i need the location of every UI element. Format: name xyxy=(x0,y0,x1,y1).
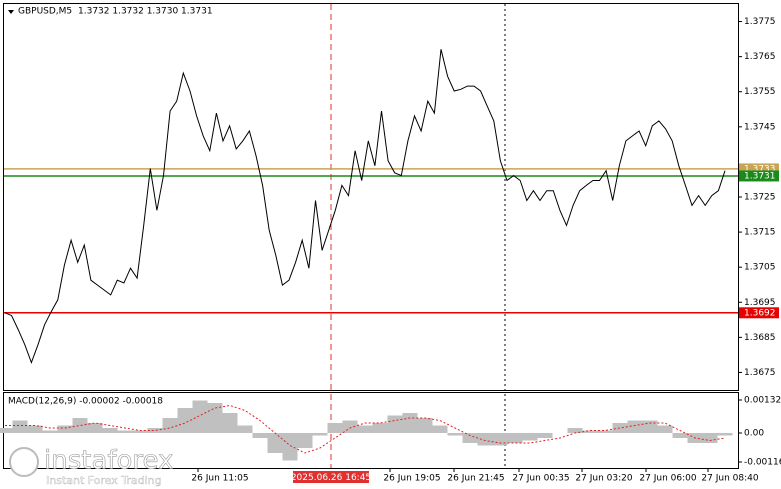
chart-title: GBPUSD,M5 xyxy=(18,7,72,17)
macd-bar xyxy=(102,428,118,433)
level-tag xyxy=(739,307,779,319)
macd-bar xyxy=(372,423,388,433)
macd-title: MACD(12,26,9) -0.00002 -0.00018 xyxy=(8,397,163,407)
y-tick-label: 0.00132 xyxy=(744,396,781,406)
ohlc-label: 1.3732 1.3732 1.3730 1.3731 xyxy=(78,7,213,17)
macd-bar xyxy=(672,433,688,438)
macd-bar xyxy=(417,418,433,433)
x-tick-label: 26 Jun 21:45 xyxy=(447,474,504,484)
macd-bar xyxy=(357,425,373,433)
macd-bar xyxy=(162,418,178,433)
macd-bar xyxy=(267,433,283,453)
y-tick-label: 1.3695 xyxy=(744,298,776,308)
macd-bar xyxy=(702,433,718,443)
macd-bar xyxy=(207,403,223,433)
macd-bar xyxy=(507,433,523,443)
macd-bar xyxy=(192,400,208,433)
watermark: instaforex Instant Forex Trading xyxy=(9,445,174,487)
macd-bar xyxy=(582,430,598,433)
macd-bar xyxy=(42,430,58,433)
watermark-tagline: Instant Forex Trading xyxy=(46,474,162,487)
y-tick-label: 1.3705 xyxy=(744,263,776,273)
macd-bar xyxy=(117,430,133,433)
macd-bar xyxy=(312,433,328,436)
macd-bar xyxy=(612,423,628,433)
y-tick-label: 1.3685 xyxy=(744,333,776,343)
crosshair-label: 2025.06.26 16:45 xyxy=(291,473,371,483)
macd-bar xyxy=(0,428,13,433)
macd-bar xyxy=(237,425,253,433)
macd-bar xyxy=(72,418,88,433)
macd-bar xyxy=(537,433,553,438)
crosshair-tag xyxy=(293,471,369,483)
level-label: 1.3731 xyxy=(744,171,776,181)
y-tick-label: 1.3775 xyxy=(744,17,776,27)
macd-bar xyxy=(432,425,448,433)
level-tag xyxy=(739,170,779,182)
menu-arrow xyxy=(8,10,14,14)
macd-bar xyxy=(177,408,193,433)
x-tick-label: 27 Jun 08:40 xyxy=(701,474,758,484)
y-tick-label: 1.3745 xyxy=(744,122,776,132)
macd-bar xyxy=(12,420,28,433)
macd-bar xyxy=(57,425,73,433)
macd-bar xyxy=(87,423,103,433)
macd-bar xyxy=(627,420,643,433)
y-tick-label: -0.00116 xyxy=(744,458,781,468)
macd-bar xyxy=(147,428,163,433)
y-tick-label: 1.3765 xyxy=(744,52,776,62)
macd-bar xyxy=(717,433,733,436)
y-tick-label: 1.3725 xyxy=(744,193,776,203)
y-tick-label: 1.3675 xyxy=(744,368,776,378)
x-tick-label: 27 Jun 06:00 xyxy=(639,474,696,484)
macd-bar xyxy=(252,433,268,438)
watermark-brand: instaforex xyxy=(44,446,173,476)
macd-bar xyxy=(342,420,358,433)
macd-bar xyxy=(447,433,463,436)
y-tick-label: 1.3755 xyxy=(744,87,776,97)
macd-bar xyxy=(462,433,478,443)
x-tick-label: 27 Jun 00:35 xyxy=(512,474,569,484)
macd-bar xyxy=(27,425,43,433)
macd-bar xyxy=(567,428,583,433)
macd-bar xyxy=(282,433,298,461)
x-tick-label: 26 Jun 11:05 xyxy=(191,474,248,484)
macd-bar xyxy=(477,433,493,446)
macd-bar xyxy=(297,433,313,448)
price-line xyxy=(4,49,726,365)
level-label: 1.3692 xyxy=(744,308,776,318)
y-tick-label: 0.00 xyxy=(744,429,764,439)
macd-bar xyxy=(327,423,343,433)
macd-bar xyxy=(132,430,148,433)
macd-bar xyxy=(222,413,238,433)
level-label: 1.3733 xyxy=(744,164,776,174)
macd-bar xyxy=(642,420,658,433)
macd-bar xyxy=(657,425,673,433)
macd-bar xyxy=(597,430,613,433)
x-tick-label: 27 Jun 03:20 xyxy=(575,474,632,484)
macd-bar xyxy=(387,415,403,433)
macd-bar xyxy=(402,413,418,433)
signal-line xyxy=(5,404,726,454)
macd-bar xyxy=(522,433,538,441)
level-tag xyxy=(739,163,779,175)
macd-bar xyxy=(492,433,508,446)
x-tick-label: 26 Jun 19:05 xyxy=(383,474,440,484)
y-tick-label: 1.3715 xyxy=(744,228,776,238)
logo xyxy=(9,447,39,477)
